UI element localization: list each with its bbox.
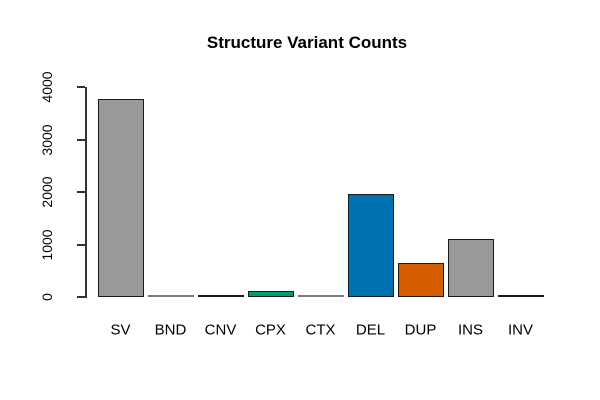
y-axis-tick xyxy=(77,138,85,141)
x-category-label-dup: DUP xyxy=(404,321,437,339)
bar-inv xyxy=(497,295,544,297)
x-category-label-ctx: CTX xyxy=(305,321,336,339)
bar-ins xyxy=(447,238,494,297)
y-tick-label: 2000 xyxy=(39,176,55,208)
y-tick-label: 0 xyxy=(39,293,55,301)
bar-cnv xyxy=(197,295,244,297)
x-category-label-ins: INS xyxy=(457,321,484,339)
bar-bnd xyxy=(147,295,194,297)
bar-ctx xyxy=(297,295,344,297)
y-axis-tick xyxy=(77,86,85,89)
x-category-label-cnv: CNV xyxy=(204,321,237,339)
x-category-label-cpx: CPX xyxy=(255,321,286,339)
y-tick-label: 3000 xyxy=(39,124,55,156)
x-category-label-bnd: BND xyxy=(154,321,187,339)
bar-cpx xyxy=(247,290,294,297)
x-category-label-sv: SV xyxy=(110,321,131,339)
bar-sv xyxy=(97,98,144,297)
bar-dup xyxy=(397,263,444,297)
y-axis-tick xyxy=(77,296,85,298)
bar-del xyxy=(347,194,394,297)
x-category-label-inv: INV xyxy=(507,321,534,339)
y-tick-label: 4000 xyxy=(39,71,55,103)
y-axis-tick xyxy=(77,243,85,246)
chart-title: Structure Variant Counts xyxy=(206,33,408,52)
y-axis-tick xyxy=(77,191,85,194)
y-tick-label: 1000 xyxy=(39,229,55,261)
x-category-label-del: DEL xyxy=(355,321,386,339)
y-axis-line xyxy=(85,87,87,298)
